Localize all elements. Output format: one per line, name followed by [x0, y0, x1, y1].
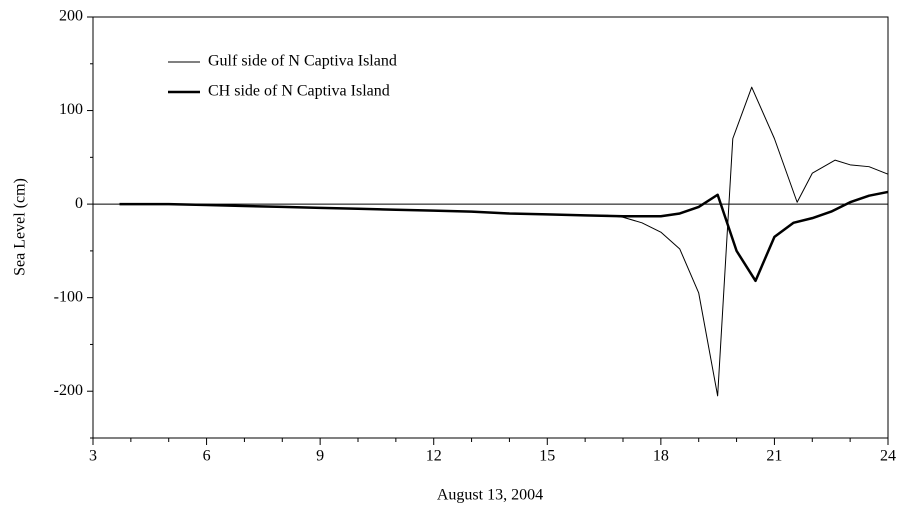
legend-label: CH side of N Captiva Island	[208, 83, 390, 100]
data-line	[119, 190, 889, 283]
x-axis-label: August 13, 2004	[437, 487, 543, 504]
x-tick-label: 6	[203, 448, 211, 465]
x-tick-label: 18	[653, 448, 669, 465]
y-tick-label: -200	[54, 382, 83, 399]
x-tick-label: 12	[426, 448, 442, 465]
legend-label: Gulf side of N Captiva Island	[208, 53, 397, 70]
y-tick-label: 200	[59, 8, 83, 25]
y-tick-label: -100	[54, 288, 83, 305]
x-tick-label: 9	[316, 448, 324, 465]
x-tick-label: 21	[766, 448, 782, 465]
y-axis-label: Sea Level (cm)	[12, 178, 29, 276]
y-tick-label: 0	[75, 195, 83, 212]
x-tick-label: 15	[539, 448, 555, 465]
y-tick-label: 100	[59, 101, 83, 118]
x-tick-label: 24	[880, 448, 896, 465]
plot-frame	[92, 16, 889, 439]
x-tick-label: 3	[89, 448, 97, 465]
